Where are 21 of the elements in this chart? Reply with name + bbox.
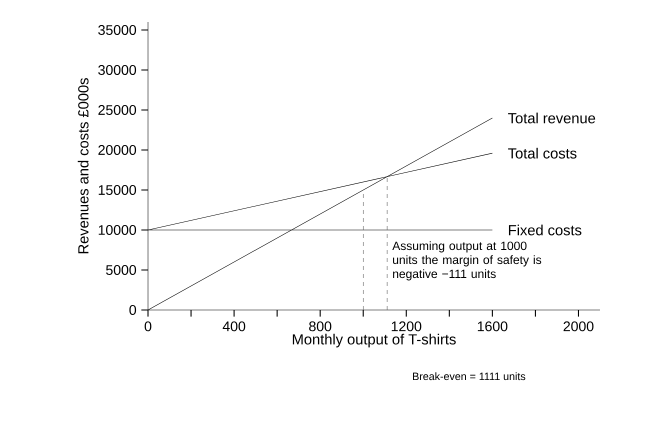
y-tick-label: 15000 [98, 185, 136, 195]
y-tick-label: 30000 [98, 65, 136, 75]
x-tick-label: 400 [222, 321, 246, 332]
series-label: Total revenue [508, 112, 596, 124]
y-tick-label: 25000 [98, 105, 136, 115]
annotation: Assuming output at 1000 units the margin of safety is negative −111 units [392, 241, 542, 280]
x-axis-title: Monthly output of T-shirts [292, 334, 456, 348]
x-tick-label: 0 [144, 321, 152, 332]
x-tick-label: 2000 [564, 321, 594, 332]
text: Break-even = 1111 units [413, 372, 526, 380]
x-tick-label: 800 [309, 321, 332, 332]
x-tick-label: 1200 [392, 321, 422, 332]
x-tick-label: 1600 [478, 321, 508, 332]
y-tick-label: 5000 [106, 265, 136, 275]
y-tick-label: 0 [129, 305, 136, 315]
y-tick-label: 35000 [98, 25, 136, 35]
y-tick-label: 10000 [98, 225, 136, 235]
y-axis-title: Revenues and costs £000s [78, 78, 89, 254]
series-label: Total costs [508, 148, 576, 159]
y-tick-label: 20000 [98, 145, 136, 155]
series-label: Fixed costs [508, 224, 582, 236]
